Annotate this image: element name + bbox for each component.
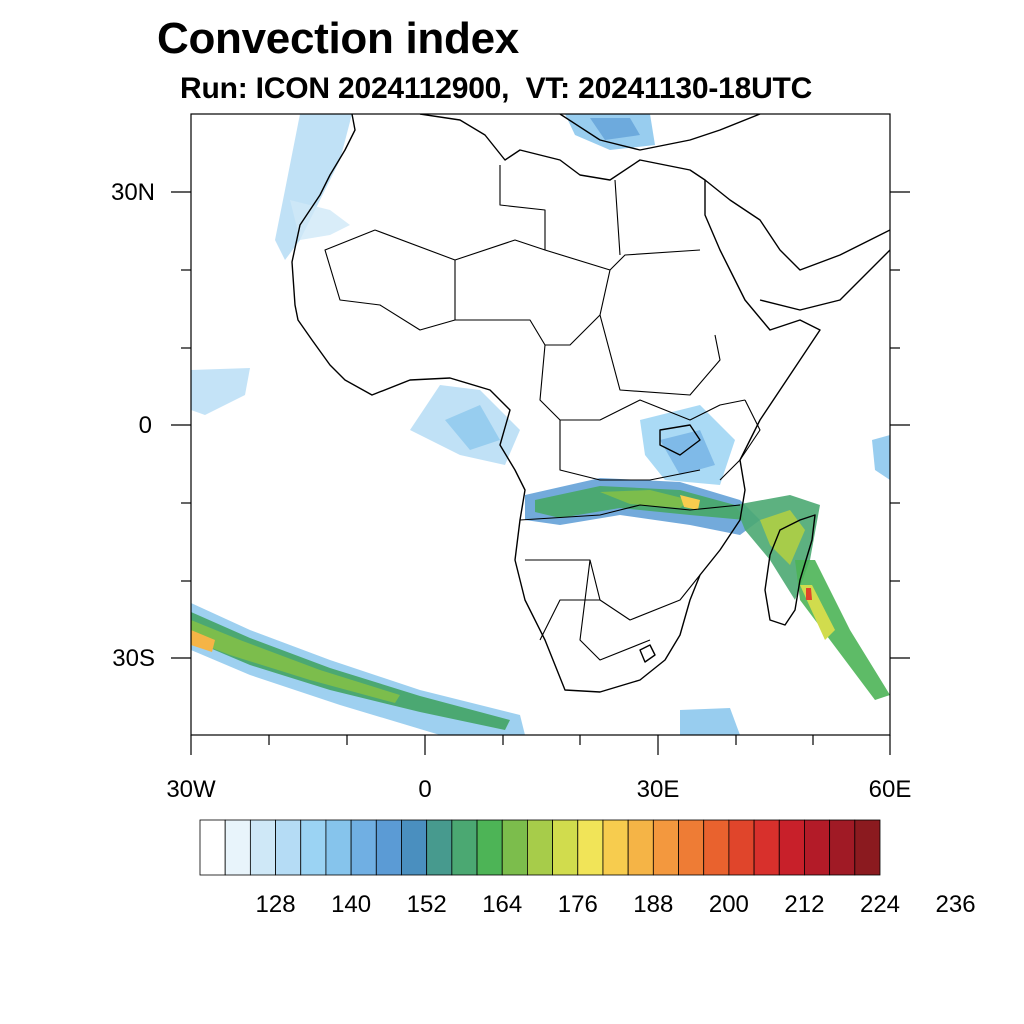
internal-borders xyxy=(324,165,761,661)
map-title: Convection index xyxy=(157,14,519,63)
colorbar-swatch xyxy=(854,819,881,876)
lesotho xyxy=(639,644,656,663)
colorbar-swatch xyxy=(527,819,553,876)
colorbar-label: 224 xyxy=(860,891,900,918)
colorbar-swatch xyxy=(703,819,730,876)
colorbar-swatch xyxy=(577,819,604,876)
arabia-coastline xyxy=(704,179,890,311)
colorbar-label: 176 xyxy=(558,891,598,918)
colorbar-swatch xyxy=(627,819,654,876)
colorbar-label: 128 xyxy=(256,891,296,918)
field-south-center xyxy=(680,708,740,735)
map-subtitle: Run: ICON 2024112900, VT: 20241130-18UTC xyxy=(180,72,813,105)
field-north-atlantic xyxy=(275,114,352,260)
africa-coastline xyxy=(291,114,821,693)
colorbar-swatch xyxy=(401,819,428,876)
coastlines-and-borders xyxy=(291,114,890,693)
colorbar-swatch xyxy=(476,819,503,876)
axis-ticks xyxy=(171,191,910,755)
lon-label-30w: 30W xyxy=(166,776,216,803)
field-south-atlantic-core xyxy=(191,620,400,703)
lon-label-60e: 60E xyxy=(869,776,912,803)
colorbar-label: 152 xyxy=(407,891,447,918)
colorbar-swatch xyxy=(199,819,226,876)
field-equatorial-belt-core xyxy=(600,490,690,508)
lat-label-0: 0 xyxy=(139,412,152,439)
field-gulf-of-guinea-core xyxy=(445,405,500,450)
colorbar-swatch xyxy=(426,819,453,876)
colorbar-swatch xyxy=(350,819,377,876)
colorbar-swatch xyxy=(224,819,251,876)
madagascar xyxy=(764,514,816,626)
colorbar-swatch xyxy=(804,819,831,876)
colorbar-swatch xyxy=(375,819,402,876)
field-east-edge xyxy=(872,435,890,480)
colorbar-label: 164 xyxy=(482,891,522,918)
colorbar-swatch xyxy=(552,819,579,876)
field-madagascar-east xyxy=(795,560,890,700)
field-equatorial-belt-peak xyxy=(680,495,700,510)
lon-label-30e: 30E xyxy=(637,776,680,803)
lat-label-30s: 30S xyxy=(112,645,155,672)
colorbar: 128 140 152 164 176 188 200 212 224 236 xyxy=(199,819,976,918)
colorbar-swatch xyxy=(678,819,705,876)
colorbar-swatch xyxy=(325,819,352,876)
colorbar-swatch xyxy=(501,819,528,876)
colorbar-swatch xyxy=(300,819,327,876)
colorbar-swatch xyxy=(829,819,856,876)
lake-victoria xyxy=(659,424,701,456)
field-morocco-coast xyxy=(290,200,350,240)
lat-label-30n: 30N xyxy=(111,179,155,206)
colorbar-label: 188 xyxy=(633,891,673,918)
colorbar-label: 200 xyxy=(709,891,749,918)
colorbar-label: 212 xyxy=(784,891,824,918)
field-madagascar-peak xyxy=(806,588,812,600)
colorbar-swatch xyxy=(652,819,679,876)
med-north-coast xyxy=(559,114,761,151)
colorbar-swatch xyxy=(728,819,755,876)
map-panel: 30N 0 30S 30W 0 30E 60E xyxy=(111,113,912,803)
field-west-edge xyxy=(191,368,250,415)
lon-label-0: 0 xyxy=(418,776,431,803)
colorbar-swatch xyxy=(275,819,302,876)
colorbar-label: 236 xyxy=(936,891,976,918)
colorbar-swatch xyxy=(753,819,780,876)
colorbar-swatch xyxy=(451,819,478,876)
field-south-atlantic-peak xyxy=(191,630,215,652)
colorbar-swatch xyxy=(602,819,629,876)
colorbar-swatch xyxy=(778,819,805,876)
field-mediterranean-core xyxy=(590,118,640,140)
colorbar-label: 140 xyxy=(331,891,371,918)
field-great-lakes-core xyxy=(660,430,715,475)
colorbar-swatch xyxy=(249,819,276,876)
field-south-atlantic-band xyxy=(191,612,510,730)
